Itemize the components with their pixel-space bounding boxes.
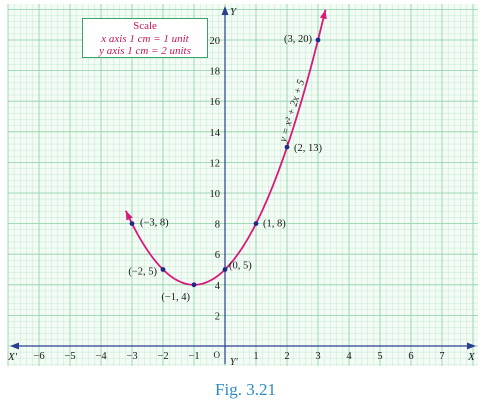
x-tick-label: 6 bbox=[408, 351, 413, 362]
data-point-label: (−3, 8) bbox=[140, 218, 169, 229]
scale-y-line: y axis 1 cm = 2 units bbox=[99, 45, 191, 57]
y-tick-label: 16 bbox=[210, 97, 221, 108]
y-tick-label: 10 bbox=[210, 189, 221, 200]
x-axis-negative-label: X' bbox=[7, 351, 18, 363]
x-axis-arrow-left bbox=[10, 342, 19, 350]
data-point bbox=[284, 144, 290, 150]
y-tick-label: 14 bbox=[210, 128, 221, 139]
y-tick-label: 6 bbox=[215, 250, 220, 261]
y-axis-negative-label: Y' bbox=[230, 357, 239, 368]
x-tick-label: −2 bbox=[157, 351, 168, 362]
y-axis-arrow-top bbox=[221, 6, 229, 15]
data-point bbox=[315, 37, 321, 43]
y-tick-label: 20 bbox=[210, 36, 221, 47]
data-point bbox=[222, 267, 228, 272]
y-tick-label: 8 bbox=[215, 220, 220, 231]
figure-caption: Fig. 3.21 bbox=[215, 380, 276, 399]
curve-arrow-right bbox=[319, 9, 327, 20]
data-point-label: (0, 5) bbox=[229, 261, 252, 272]
x-tick-label: −3 bbox=[126, 351, 137, 362]
origin-label: O bbox=[214, 350, 221, 360]
x-tick-label: 5 bbox=[377, 351, 382, 362]
x-tick-label: 3 bbox=[315, 351, 320, 362]
data-point bbox=[129, 221, 135, 227]
x-tick-label: 4 bbox=[346, 351, 352, 362]
y-tick-label: 18 bbox=[210, 67, 221, 78]
x-tick-label: −4 bbox=[95, 351, 107, 362]
x-axis-positive-label: X bbox=[467, 351, 476, 363]
scale-legend: Scale x axis 1 cm = 1 unit y axis 1 cm =… bbox=[82, 18, 208, 58]
x-axis-arrow-right bbox=[467, 342, 476, 350]
data-point-label: (−1, 4) bbox=[161, 292, 190, 303]
data-point-label: (3, 20) bbox=[284, 34, 312, 45]
x-tick-label: 1 bbox=[253, 351, 258, 362]
data-point bbox=[191, 282, 197, 288]
y-tick-label: 12 bbox=[210, 158, 221, 169]
y-tick-label: 2 bbox=[215, 311, 220, 322]
x-tick-label: −6 bbox=[33, 351, 44, 362]
x-tick-label: 2 bbox=[284, 351, 289, 362]
x-tick-label: 7 bbox=[439, 351, 444, 362]
x-tick-label: −1 bbox=[188, 351, 199, 362]
scale-title: Scale bbox=[133, 20, 157, 32]
data-point-label: (2, 13) bbox=[294, 143, 322, 154]
data-point bbox=[160, 267, 166, 272]
data-point-label: (1, 8) bbox=[263, 219, 286, 230]
scale-x-line: x axis 1 cm = 1 unit bbox=[101, 32, 189, 45]
x-tick-label: −5 bbox=[64, 351, 75, 362]
data-point bbox=[253, 221, 259, 227]
data-point-label: (−2, 5) bbox=[128, 267, 157, 278]
y-tick-label: 4 bbox=[215, 281, 221, 292]
y-axis-positive-label: Y bbox=[230, 6, 238, 18]
curve-arrow-left bbox=[125, 210, 133, 221]
